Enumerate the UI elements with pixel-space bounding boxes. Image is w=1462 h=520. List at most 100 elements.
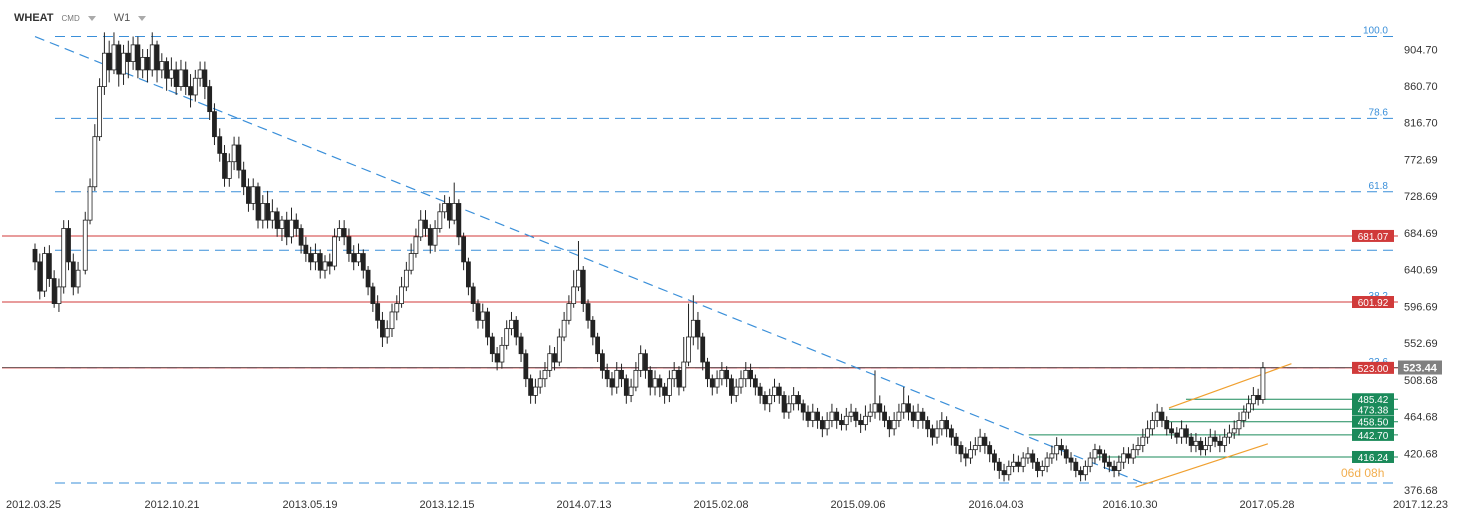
candle-body bbox=[351, 253, 357, 263]
candle-body bbox=[389, 311, 395, 330]
candle-body bbox=[1140, 436, 1146, 446]
candle-body bbox=[101, 52, 107, 87]
candle-body bbox=[92, 136, 98, 188]
candle-body bbox=[145, 56, 150, 71]
candle-body bbox=[197, 69, 203, 79]
candle-body bbox=[772, 386, 777, 396]
candle-body bbox=[834, 411, 840, 421]
candle-body bbox=[709, 378, 715, 388]
candle-body bbox=[413, 236, 419, 254]
current-price-box bbox=[1398, 360, 1442, 375]
candle-body bbox=[437, 211, 443, 229]
candle-body bbox=[1087, 457, 1093, 467]
candle-body bbox=[877, 403, 883, 413]
candle-body bbox=[800, 403, 806, 413]
candle-body bbox=[1174, 432, 1180, 438]
candle-body bbox=[843, 415, 849, 426]
candle-body bbox=[757, 386, 763, 396]
candle-body bbox=[188, 86, 193, 96]
symbol-sub-label: CMD bbox=[61, 13, 80, 23]
candle-body bbox=[977, 436, 983, 446]
candle-body bbox=[662, 386, 668, 396]
candle-body bbox=[1159, 411, 1165, 421]
y-axis-tick-label: 596.69 bbox=[1404, 301, 1438, 313]
candle-body bbox=[116, 44, 122, 75]
candle-body bbox=[781, 395, 787, 413]
candle-body bbox=[595, 336, 601, 355]
candle-body bbox=[504, 328, 510, 346]
x-axis-tick-label: 2013.05.19 bbox=[282, 499, 337, 511]
timeframe-dropdown-caret-icon[interactable] bbox=[138, 15, 147, 21]
candle-body bbox=[380, 319, 385, 338]
candle-body bbox=[752, 378, 758, 388]
candle-body bbox=[886, 420, 892, 430]
candle-body bbox=[824, 420, 830, 430]
red-level-label: 601.92 bbox=[1358, 298, 1389, 309]
candle-body bbox=[1145, 428, 1150, 438]
y-axis-tick-label: 904.70 bbox=[1404, 44, 1438, 56]
candle-body bbox=[776, 386, 782, 396]
candle-body bbox=[819, 420, 825, 430]
green-level-box bbox=[1352, 403, 1394, 416]
candle-body bbox=[896, 411, 902, 421]
candle-body bbox=[274, 211, 280, 229]
candle-body bbox=[1030, 453, 1036, 463]
candle-body bbox=[1068, 457, 1074, 463]
candle-body bbox=[178, 69, 184, 87]
y-axis-tick-label: 684.69 bbox=[1404, 228, 1438, 240]
candle-body bbox=[987, 445, 993, 455]
candle-body bbox=[289, 219, 294, 238]
candle-body bbox=[106, 52, 112, 71]
candle-body bbox=[628, 386, 634, 396]
candle-body bbox=[1222, 436, 1228, 446]
candle-body bbox=[714, 378, 720, 388]
candle-body bbox=[1039, 465, 1045, 471]
timeframe-label[interactable]: W1 bbox=[113, 12, 131, 24]
candle-body bbox=[75, 269, 81, 288]
candle-body bbox=[571, 286, 577, 305]
candle-body bbox=[647, 369, 653, 388]
candle-body bbox=[241, 169, 247, 188]
candle-body bbox=[279, 219, 285, 229]
candle-body bbox=[930, 428, 935, 438]
candle-body bbox=[906, 403, 911, 413]
candle-body bbox=[192, 77, 198, 96]
candle-body bbox=[542, 369, 548, 380]
candle-body bbox=[633, 369, 639, 388]
candle-body bbox=[168, 69, 174, 79]
candle-body bbox=[97, 86, 103, 138]
x-axis-tick-label: 2014.07.13 bbox=[556, 499, 611, 511]
candle-body bbox=[293, 219, 299, 229]
candle-body bbox=[810, 411, 816, 421]
candle-body bbox=[1217, 440, 1223, 446]
candle-body bbox=[547, 353, 553, 371]
candle-body bbox=[1116, 461, 1122, 471]
candles-group bbox=[32, 32, 1266, 482]
candle-body bbox=[499, 344, 505, 363]
candle-body bbox=[681, 361, 687, 388]
candle-body bbox=[111, 44, 117, 71]
candle-body bbox=[212, 111, 217, 138]
candle-body bbox=[250, 186, 256, 204]
candle-body bbox=[882, 411, 887, 421]
candle-body bbox=[130, 44, 136, 62]
candle-body bbox=[576, 269, 581, 288]
candle-body bbox=[1260, 367, 1266, 400]
candle-body bbox=[1231, 428, 1237, 434]
candle-body bbox=[948, 428, 954, 438]
symbol-label[interactable]: WHEAT bbox=[14, 12, 54, 24]
candle-body bbox=[666, 378, 672, 396]
candle-body bbox=[269, 211, 275, 221]
symbol-dropdown-caret-icon[interactable] bbox=[87, 15, 96, 21]
y-axis-tick-label: 464.68 bbox=[1404, 412, 1438, 424]
candle-body bbox=[447, 203, 452, 221]
candle-body bbox=[1082, 465, 1088, 476]
candle-body bbox=[528, 378, 534, 396]
green-level-box bbox=[1352, 415, 1394, 428]
y-axis-tick-label: 552.69 bbox=[1404, 338, 1438, 350]
candle-body bbox=[992, 453, 997, 463]
candle-body bbox=[934, 428, 940, 438]
candle-body bbox=[719, 369, 725, 380]
